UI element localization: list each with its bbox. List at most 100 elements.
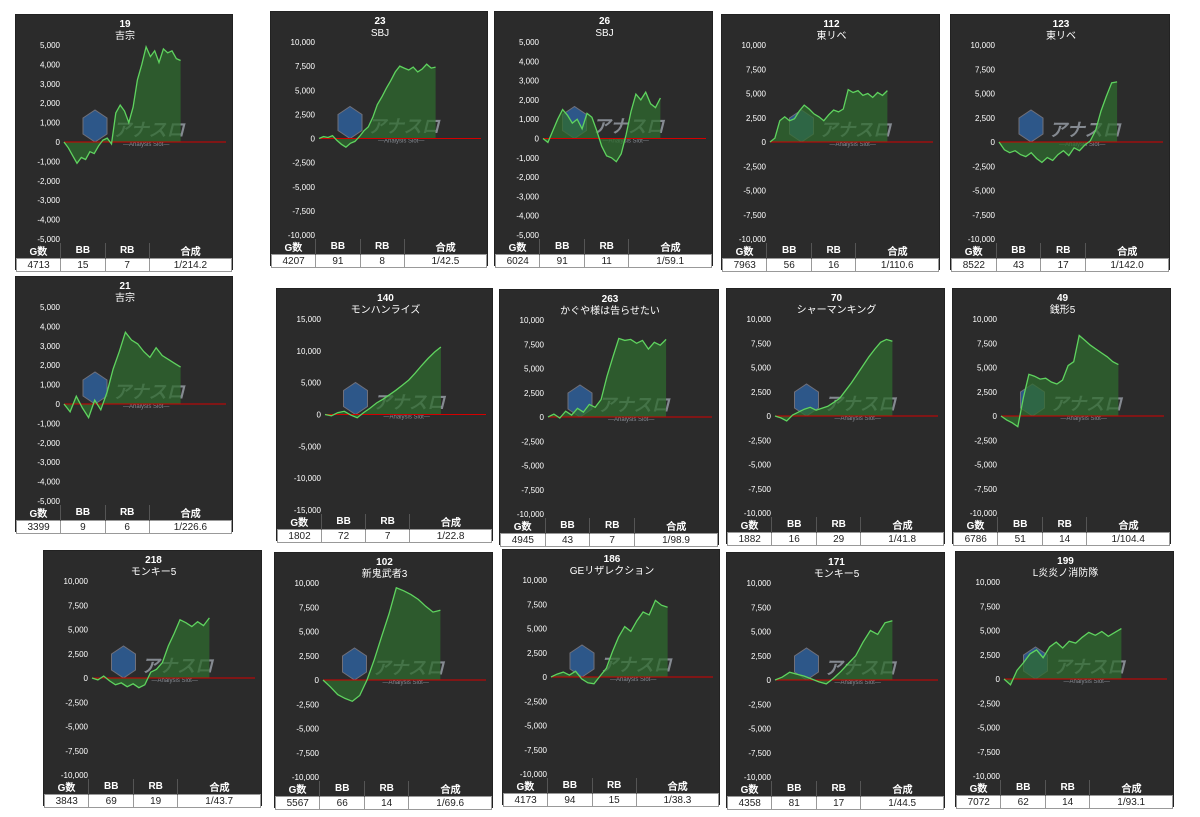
machine-chart-card[interactable]: 218 モンキー5 10,000 7,500 5,000 2,500 0 -2,500 -5,0… [43,550,262,808]
machine-chart-card[interactable]: 140 モンハンライズ 15,000 10,000 5,000 0 -5,000 -10,00… [276,288,493,543]
stats-table: G数 BB RB 合成 6024 91 11 1/59.1 [494,239,712,268]
y-tick-label: 5,000 [524,365,545,374]
machine-name: L炎炎ノ消防隊 [1033,566,1099,579]
machine-chart-card[interactable]: 26 SBJ 5,000 4,000 3,000 2,000 1,000 0 -1,000 -2,… [494,11,713,268]
y-tick-label: -5,000 [292,183,315,192]
stats-header: G数 [953,517,999,533]
machine-chart-card[interactable]: 23 SBJ 10,000 7,500 5,000 2,500 0 -2,500 -5,000 -… [270,11,488,268]
stats-value: 14 [1044,795,1091,809]
stats-header: RB [105,505,150,521]
stats-header: BB [319,781,365,797]
y-tick-label: 5,000 [301,379,322,388]
machine-chart-card[interactable]: 186 GEリザレクション 10,000 7,500 5,000 2,500 0 -2,500… [502,549,720,807]
stats-header: G数 [951,243,997,259]
machine-number: 49 [1057,293,1069,304]
y-tick-label: -2,500 [977,699,1000,708]
y-tick-label: 0 [315,676,320,685]
machine-name: SBJ [371,28,389,39]
series-line [550,599,668,685]
machine-name: 吉宗 [115,291,135,304]
stats-value: 1/43.7 [177,794,261,808]
machine-number: 23 [374,16,386,27]
stats-value: 66 [319,796,365,810]
stats-header: RB [1045,780,1091,796]
y-tick-label: -5,000 [298,442,321,451]
stats-value: 6024 [494,254,541,268]
stats-value: 1/59.1 [628,254,712,268]
series-line [769,88,888,143]
stats-value: 51 [997,532,1043,546]
y-tick-label: 0 [56,138,61,147]
y-tick-label: -2,500 [743,162,766,171]
y-tick-label: 7,500 [751,339,772,348]
y-tick-label: 3,000 [40,342,61,351]
y-tick-label: 5,000 [980,627,1001,636]
stats-value: 91 [315,254,361,268]
stats-header: BB [60,505,106,521]
stats-table: G数 BB RB 合成 3843 69 19 1/43.7 [43,779,261,808]
machine-chart-card[interactable]: 123 東リベ 10,000 7,500 5,000 2,500 0 -2,500 -5,000… [950,14,1170,272]
y-tick-label: 7,500 [524,340,545,349]
y-tick-label: 5,000 [751,364,772,373]
stats-value: 6 [104,520,150,534]
y-tick-label: -1,000 [516,154,539,163]
y-tick-label: 0 [56,400,61,409]
y-tick-label: 0 [540,413,545,422]
stats-value: 14 [363,796,410,810]
y-tick-label: -2,500 [521,437,544,446]
stats-header: 合成 [855,243,939,259]
stats-header: G数 [956,780,1002,796]
stats-value: 4945 [500,533,546,547]
y-tick-label: 10,000 [976,578,1001,587]
y-tick-label: 0 [311,135,316,144]
logo-emblem-icon [342,647,367,681]
stats-value: 1/110.6 [855,258,939,272]
y-tick-label: 5,000 [519,38,540,47]
series-line [998,81,1118,164]
y-tick-label: 0 [991,138,996,147]
y-tick-label: 2,500 [980,651,1001,660]
y-tick-label: 0 [762,138,767,147]
machine-chart-card[interactable]: 263 かぐや様は告らせたい 10,000 7,500 5,000 2,500 0 -2,50… [499,289,719,547]
machine-chart-card[interactable]: 171 モンキー5 10,000 7,500 5,000 2,500 0 -2,500 -5,0… [726,552,945,810]
machine-chart-card[interactable]: 19 吉宗 5,000 4,000 3,000 2,000 1,000 0 -1,000 -2,0… [15,14,233,272]
y-tick-label: 2,000 [40,361,61,370]
logo-emblem-icon [337,105,363,140]
y-tick-label: -7,500 [748,749,771,758]
stats-value: 7072 [955,795,1002,809]
y-tick-label: -10,000 [61,771,89,780]
y-tick-label: -3,000 [37,458,60,467]
y-tick-label: -5,000 [521,462,544,471]
machine-chart-card[interactable]: 102 新鬼武者3 10,000 7,500 5,000 2,500 0 -2,500 -5,0… [274,552,493,810]
stats-header: BB [321,514,367,530]
stats-header: BB [1000,780,1046,796]
machine-name: モンキー5 [814,569,860,580]
y-tick-label: -4,000 [37,216,60,225]
machine-name: SBJ [595,28,613,39]
stats-value: 43 [995,258,1042,272]
y-tick-label: 0 [317,411,322,420]
y-tick-label: -10,000 [744,509,772,518]
y-tick-label: 5,000 [40,41,61,50]
y-tick-label: 0 [767,676,772,685]
logo-emblem-icon [794,647,819,681]
logo-subtitle: —Analysis Slot— [384,415,430,421]
y-tick-label: 3,000 [40,80,61,89]
stats-table: G数 BB RB 合成 3399 9 6 1/226.6 [15,505,233,534]
y-tick-label: -7,500 [65,747,88,756]
machine-chart-card[interactable]: 112 東リベ 10,000 7,500 5,000 2,500 0 -2,500 -5,000… [721,14,940,272]
y-tick-label: -7,500 [521,486,544,495]
stats-value: 4173 [502,793,549,807]
machine-chart-card[interactable]: 70 シャーマンキング 10,000 7,500 5,000 2,500 0 -2,500 -5… [726,288,945,546]
machine-chart-card[interactable]: 199 L炎炎ノ消防隊 10,000 7,500 5,000 2,500 0 -2,500 -5… [955,551,1174,809]
stats-value: 1/22.8 [409,529,492,543]
stats-header: RB [133,779,179,795]
stats-header: G数 [727,517,773,533]
machine-chart-card[interactable]: 49 銭形5 10,000 7,500 5,000 2,500 0 -2,500 -5,000 -… [952,288,1171,546]
machine-chart-card[interactable]: 21 吉宗 5,000 4,000 3,000 2,000 1,000 0 -1,000 -2,0… [15,276,233,534]
series-line [542,90,661,163]
stats-header: RB [589,518,636,534]
stats-value: 8522 [951,258,997,272]
stats-value: 7 [589,533,636,547]
